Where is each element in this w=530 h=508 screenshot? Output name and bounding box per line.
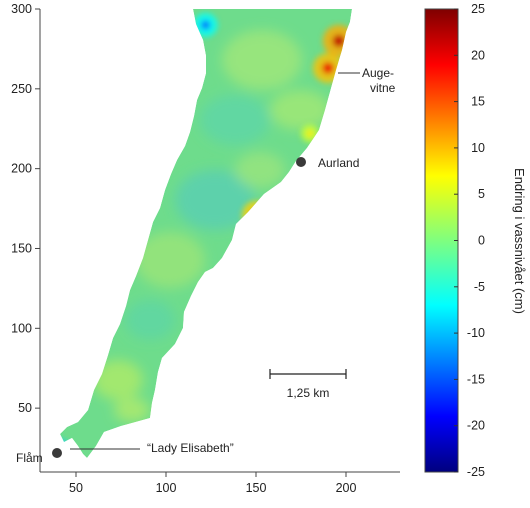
- plot-axes: [39, 9, 400, 473]
- x-tick-label: 150: [246, 481, 267, 495]
- augevitne-label-line1: Auge-: [362, 66, 394, 80]
- scale-bar-label: 1,25 km: [287, 386, 330, 400]
- hotspot-core: [250, 209, 262, 221]
- colorbar-gradient: [424, 8, 459, 473]
- fjord-mottling: [93, 30, 330, 422]
- colorbar-tick-label: 20: [471, 48, 485, 62]
- hotspot-core: [332, 34, 345, 47]
- colorbar: 25 20 15 10 5 0 -5 -10 -15 -20 -25 Endring i vassn…: [424, 2, 527, 479]
- y-tick-label: 150: [11, 241, 32, 255]
- hotspot-halo: [245, 413, 267, 436]
- hotspot-core: [251, 419, 261, 429]
- aurland-label: Aurland: [318, 156, 359, 170]
- colorbar-tick-label: 15: [471, 95, 485, 109]
- y-tick-label: 300: [11, 2, 32, 16]
- aurland-marker: [296, 157, 306, 167]
- colorbar-tick-label: 0: [478, 234, 485, 248]
- colorbar-tick-label: 25: [471, 2, 485, 16]
- flam-label: Flåm: [16, 451, 43, 465]
- map-annotations: Auge- vitne Aurland Flåm “Lady Elisabeth…: [16, 66, 396, 465]
- x-axis: 50 100 150 200: [69, 472, 356, 495]
- colorbar-tick-label: 10: [471, 141, 485, 155]
- colorbar-tick-label: -20: [467, 419, 485, 433]
- hotspot-core: [201, 20, 211, 30]
- hotspot-core: [306, 130, 314, 137]
- hotspot-core: [75, 358, 84, 366]
- y-tick-label: 100: [11, 321, 32, 335]
- colorbar-tick-label: 5: [478, 187, 485, 201]
- hotspot-halo: [92, 261, 118, 287]
- colorbar-title: Endring i vassnivået (cm): [512, 168, 527, 314]
- x-tick-label: 50: [69, 481, 83, 495]
- x-tick-label: 200: [336, 481, 357, 495]
- x-tick-label: 100: [156, 481, 177, 495]
- augevitne-label-line2: vitne: [370, 81, 396, 95]
- hotspot-halo: [69, 351, 90, 372]
- y-tick-label: 50: [18, 401, 32, 415]
- hotspot-core: [100, 269, 110, 279]
- hotspot-core: [322, 62, 334, 74]
- colorbar-ticks: 25 20 15 10 5 0 -5 -10 -15 -20 -25: [454, 2, 485, 479]
- y-tick-label: 200: [11, 162, 32, 176]
- y-tick-label: 250: [11, 82, 32, 96]
- lady-elisabeth-label: “Lady Elisabeth”: [147, 441, 234, 455]
- flam-marker: [52, 448, 62, 458]
- y-axis: 50 100 150 200 250 300: [11, 2, 40, 415]
- colorbar-tick-label: -25: [467, 465, 485, 479]
- colorbar-tick-label: -5: [474, 280, 485, 294]
- hotspot-halo: [242, 200, 270, 229]
- scale-bar: [269, 369, 347, 379]
- colorbar-tick-label: -10: [467, 326, 485, 340]
- colorbar-tick-label: -15: [467, 372, 485, 386]
